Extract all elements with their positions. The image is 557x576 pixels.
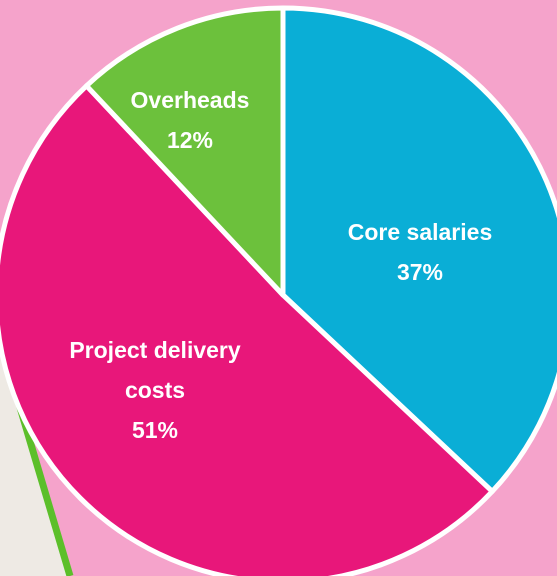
pie-slice <box>84 5 286 298</box>
category-name: Project delivery costs <box>69 337 241 403</box>
slice-label: Overheads 12% <box>103 80 278 160</box>
percent-label: 37% <box>396 259 444 285</box>
percent-label: 51% <box>131 417 179 443</box>
percent-label: 12% <box>166 127 214 153</box>
slice-label: Project delivery costs 51% <box>68 330 243 450</box>
pie <box>0 5 557 576</box>
pie-slice <box>280 5 557 494</box>
category-name: Overheads <box>130 87 250 113</box>
pie-slice <box>0 83 495 576</box>
slice-label: Core salaries 37% <box>333 212 508 292</box>
category-name: Core salaries <box>347 219 493 245</box>
